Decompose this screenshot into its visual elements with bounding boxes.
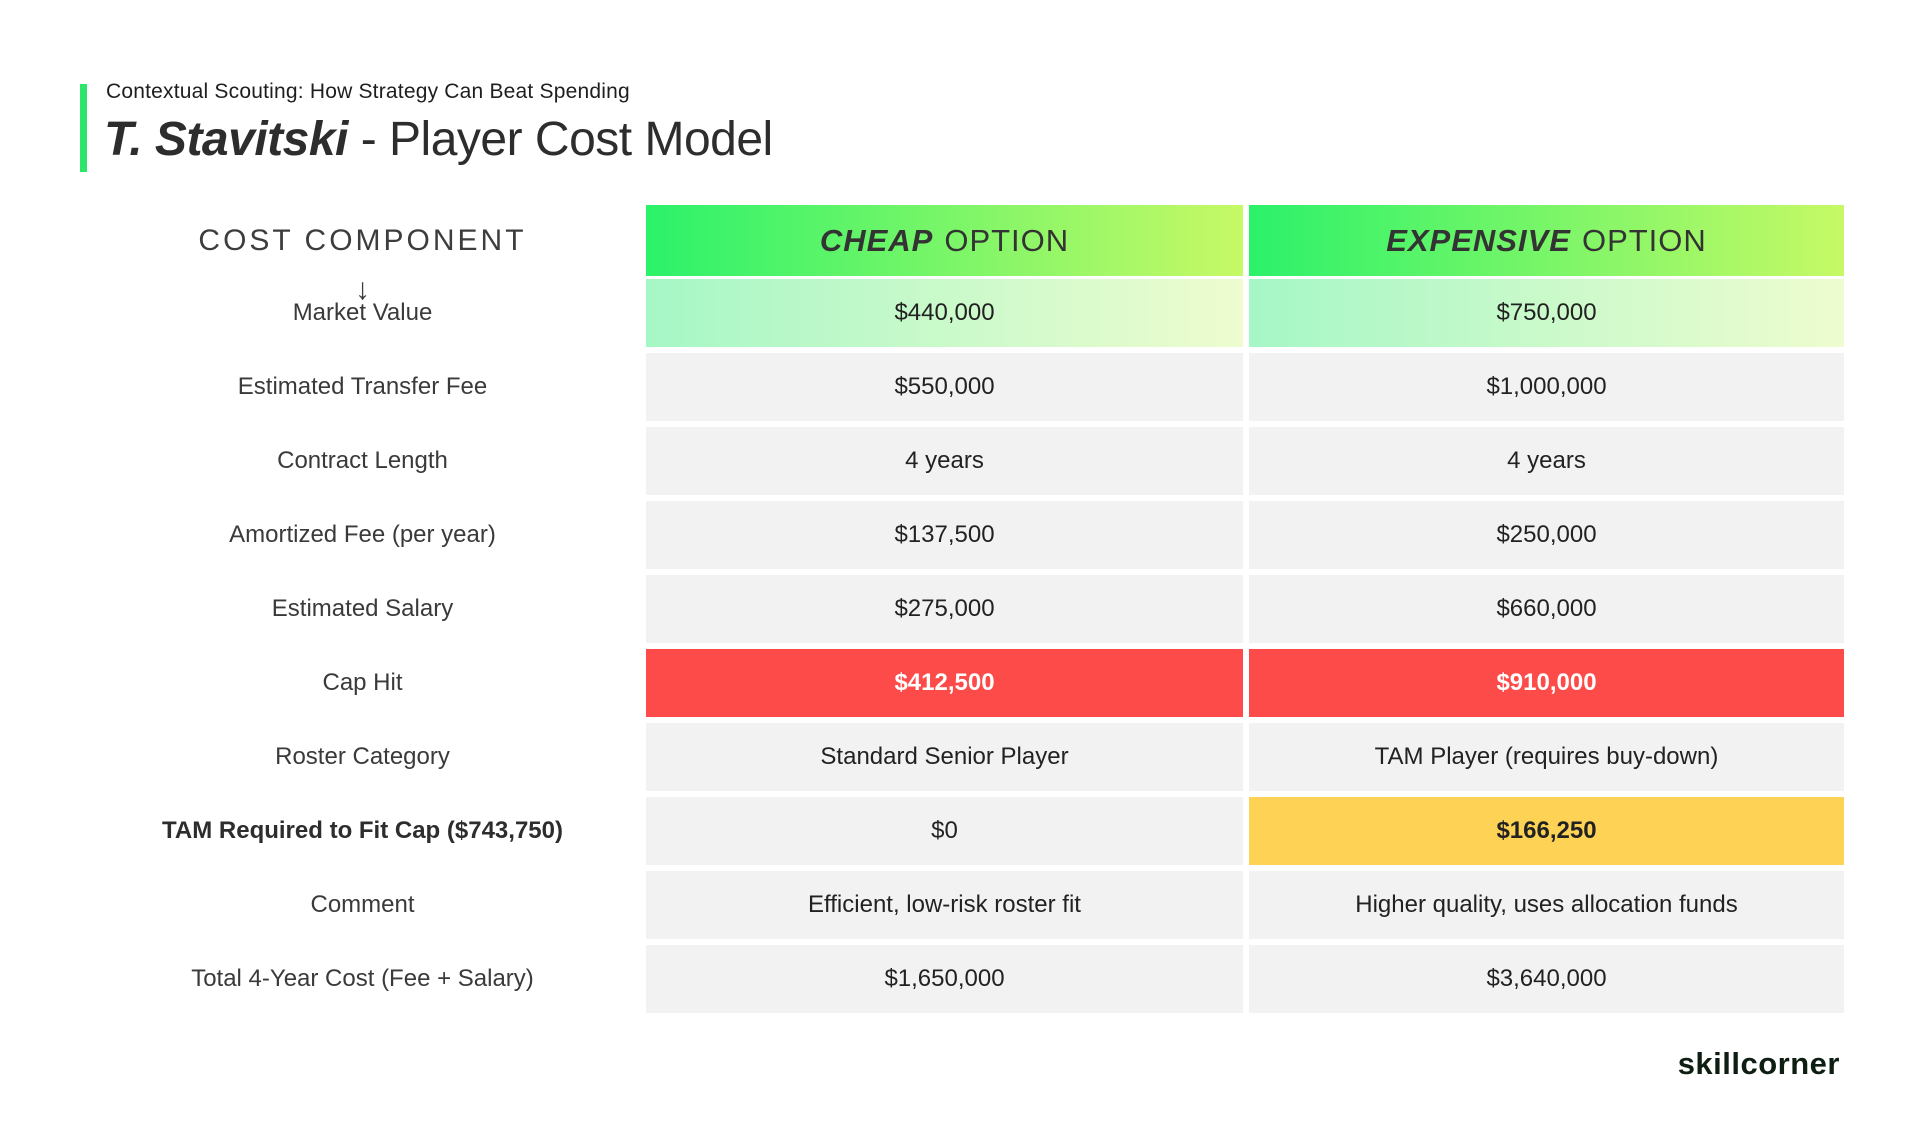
cost-component-label: COST COMPONENT [198, 223, 527, 257]
row-label-estimated-salary: Estimated Salary [271, 595, 454, 622]
cheap-amortized-fee: $137,500 [646, 501, 1243, 569]
skillcorner-logo: skillcorner [1677, 1046, 1840, 1081]
expensive-roster-category: TAM Player (requires buy-down) [1249, 723, 1844, 791]
cheap-tam-required: $0 [646, 797, 1243, 865]
row-label-cap-hit: Cap Hit [322, 669, 403, 696]
player-cost-table: COST COMPONENT ↓ CHEAP OPTION EXPENSIVE … [85, 205, 1844, 1013]
row-label-total-cost: Total 4-Year Cost (Fee + Salary) [191, 965, 534, 992]
cheap-market-value: $440,000 [646, 279, 1243, 347]
title-accent-bar [80, 84, 87, 172]
cheap-option-word: OPTION [944, 222, 1070, 258]
column-header-expensive-option: EXPENSIVE OPTION [1249, 205, 1844, 276]
expensive-cap-hit: $910,000 [1249, 649, 1844, 717]
expensive-estimated-salary: $660,000 [1249, 575, 1844, 643]
expensive-comment: Higher quality, uses allocation funds [1249, 871, 1844, 939]
down-arrow-icon: ↓ [355, 273, 370, 306]
row-label-comment: Comment [310, 891, 415, 918]
row-label-contract-length: Contract Length [277, 447, 448, 474]
column-header-cheap-option: CHEAP OPTION [646, 205, 1243, 276]
cheap-estimated-transfer-fee: $550,000 [646, 353, 1243, 421]
cheap-roster-category: Standard Senior Player [646, 723, 1243, 791]
expensive-amortized-fee: $250,000 [1249, 501, 1844, 569]
cheap-estimated-salary: $275,000 [646, 575, 1243, 643]
page-title: T. Stavitski - Player Cost Model [104, 112, 773, 167]
eyebrow-subtitle: Contextual Scouting: How Strategy Can Be… [106, 80, 630, 103]
expensive-emphasis: EXPENSIVE [1386, 222, 1571, 258]
cheap-comment: Efficient, low-risk roster fit [646, 871, 1243, 939]
cheap-cap-hit: $412,500 [646, 649, 1243, 717]
cheap-emphasis: CHEAP [819, 222, 934, 258]
row-label-market-value: Market Value [292, 299, 433, 326]
expensive-estimated-transfer-fee: $1,000,000 [1249, 353, 1844, 421]
row-label-estimated-transfer-fee: Estimated Transfer Fee [237, 373, 488, 400]
column-header-cost-component: COST COMPONENT ↓ [85, 205, 640, 307]
row-label-amortized-fee: Amortized Fee (per year) [229, 521, 496, 548]
cheap-total-cost: $1,650,000 [646, 945, 1243, 1013]
expensive-option-word: OPTION [1581, 222, 1707, 258]
page-title-rest: - Player Cost Model [347, 113, 773, 166]
player-name: T. Stavitski [104, 113, 348, 166]
row-label-roster-category: Roster Category [275, 743, 450, 770]
expensive-market-value: $750,000 [1249, 279, 1844, 347]
expensive-tam-required: $166,250 [1249, 797, 1844, 865]
cheap-contract-length: 4 years [646, 427, 1243, 495]
row-label-tam-required: TAM Required to Fit Cap ($743,750) [162, 817, 563, 844]
expensive-contract-length: 4 years [1249, 427, 1844, 495]
expensive-total-cost: $3,640,000 [1249, 945, 1844, 1013]
